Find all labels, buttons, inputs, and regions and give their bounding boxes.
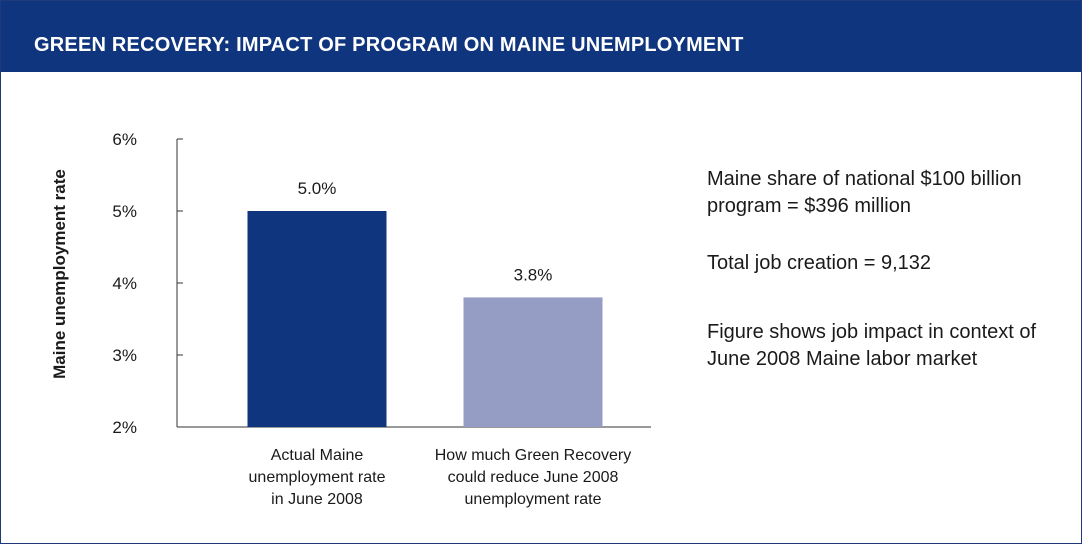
bar-value-label: 3.8% <box>514 265 553 284</box>
x-category-label: How much Green Recovery could reduce June… <box>435 447 632 508</box>
x-category-label-line: could reduce June 2008 <box>448 469 619 486</box>
x-category-label-line: unemployment rate <box>249 469 386 486</box>
y-tick-label: 3% <box>112 346 137 365</box>
y-tick-label: 4% <box>112 274 137 293</box>
x-category-label-line: Actual Maine <box>271 447 364 464</box>
note-program-share: Maine share of national $100 billion pro… <box>707 168 1022 217</box>
x-category-label-line: How much Green Recovery <box>435 447 632 464</box>
bar-2 <box>463 297 603 427</box>
y-tick-label: 6% <box>112 130 137 149</box>
x-category-label: Actual Maine unemployment rate in June 200… <box>249 447 386 508</box>
bar-1 <box>247 211 387 427</box>
x-category-label-line: unemployment rate <box>465 491 602 508</box>
y-axis-label: Maine unemployment rate <box>50 169 69 379</box>
x-category-label-line: in June 2008 <box>271 491 363 508</box>
bar-value-label: 5.0% <box>298 179 337 198</box>
header-bar: GREEN RECOVERY: IMPACT OF PROGRAM ON MAI… <box>1 1 1081 72</box>
y-axis: 2% 3% 4% 5% 6% <box>112 130 651 437</box>
note-job-creation: Total job creation = 9,132 <box>707 252 932 274</box>
value-labels: 5.0% 3.8% <box>298 179 553 284</box>
y-tick-label: 5% <box>112 202 137 221</box>
page-title: GREEN RECOVERY: IMPACT OF PROGRAM ON MAI… <box>34 34 744 56</box>
note-context: Figure shows job impact in context of Ju… <box>707 321 1037 370</box>
y-tick-label: 2% <box>112 418 137 437</box>
x-axis-labels: Actual Maine unemployment rate in June 200… <box>249 447 632 508</box>
bars <box>247 211 603 427</box>
